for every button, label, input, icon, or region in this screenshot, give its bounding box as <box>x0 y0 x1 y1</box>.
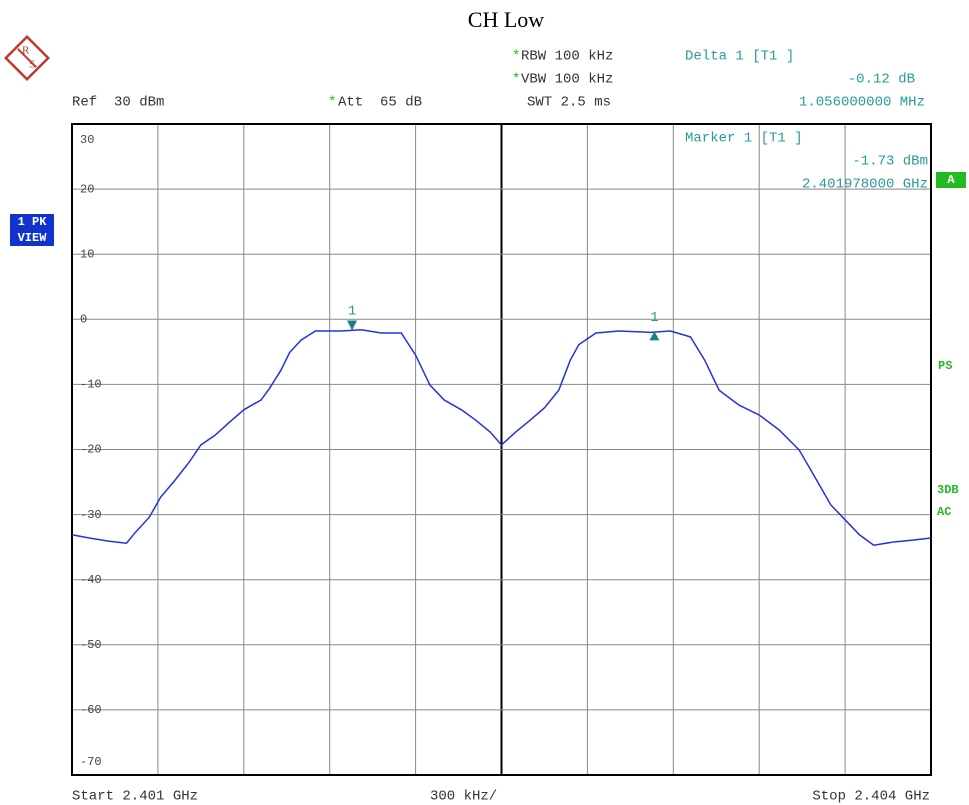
y-tick-label: -10 <box>80 378 102 392</box>
star: * <box>512 72 520 88</box>
star: * <box>328 95 336 111</box>
swt: SWT 2.5 ms <box>527 95 611 111</box>
y-tick-label: 0 <box>80 312 87 326</box>
a-label: A <box>947 173 955 187</box>
marker <box>347 320 358 331</box>
marker-level: -1.73 dBm <box>852 154 928 170</box>
x-stop: Stop 2.404 GHz <box>812 789 930 805</box>
flag-label: 3DB <box>937 483 959 497</box>
y-tick-label: -40 <box>80 573 102 587</box>
ps-label: PS <box>938 359 952 373</box>
marker-label: 1 <box>348 303 356 319</box>
y-tick-label: 10 <box>80 247 94 261</box>
marker-label: 1 <box>650 310 658 326</box>
marker-title: Marker 1 [T1 ] <box>685 131 803 147</box>
x-division: 300 kHz/ <box>430 789 497 805</box>
trace-box-text: VIEW <box>18 231 48 245</box>
attenuation: Att 65 dB <box>338 95 422 111</box>
plot-frame <box>71 123 932 776</box>
vbw: VBW 100 kHz <box>521 72 613 88</box>
a-box <box>936 172 966 188</box>
ref-level: Ref 30 dBm <box>72 95 164 111</box>
x-start: Start 2.401 GHz <box>72 789 198 805</box>
star: * <box>512 49 520 65</box>
logo-letter: S <box>29 59 35 71</box>
rbw: RBW 100 kHz <box>521 49 613 65</box>
marker <box>649 331 660 341</box>
logo-bar <box>17 48 37 68</box>
trace-box-text: 1 PK <box>18 215 48 229</box>
y-tick-label: -50 <box>80 638 102 652</box>
trace <box>71 328 932 546</box>
logo: R S <box>4 35 50 81</box>
logo-letter: R <box>22 45 30 57</box>
trace-box: 1 PK VIEW <box>10 214 54 246</box>
delta-title: Delta 1 [T1 ] <box>685 49 794 65</box>
marker-freq: 2.401978000 GHz <box>802 177 928 193</box>
y-tick-label: -60 <box>80 703 102 717</box>
y-tick-label: 30 <box>80 133 94 147</box>
flag-label: AC <box>937 505 951 519</box>
y-tick-label: 20 <box>80 182 94 196</box>
delta-level: -0.12 dB <box>848 72 915 88</box>
y-tick-label: -70 <box>80 755 102 769</box>
chart-title: CH Low <box>468 7 545 32</box>
trace-box-bg <box>10 214 54 246</box>
y-tick-label: -20 <box>80 443 102 457</box>
delta-freq: 1.056000000 MHz <box>799 95 925 111</box>
y-tick-label: -30 <box>80 508 102 522</box>
